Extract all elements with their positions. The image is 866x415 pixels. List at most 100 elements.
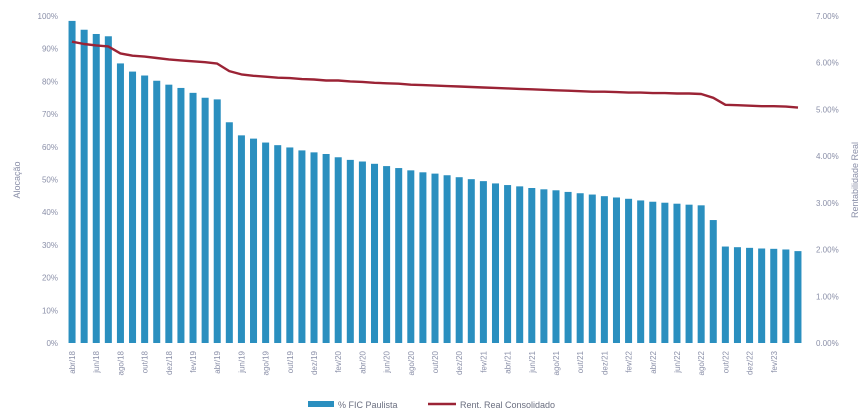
x-tick-label: fev/19 bbox=[189, 350, 198, 372]
left-tick-label: 40% bbox=[42, 208, 58, 217]
bar bbox=[625, 198, 633, 343]
bar bbox=[746, 247, 754, 343]
bar bbox=[92, 33, 100, 344]
x-tick-label: ago/19 bbox=[262, 350, 271, 375]
x-tick-label: ago/20 bbox=[407, 350, 416, 375]
x-tick-label: abr/21 bbox=[504, 350, 513, 373]
bar bbox=[479, 181, 487, 343]
bar bbox=[395, 168, 403, 343]
left-tick-label: 70% bbox=[42, 110, 58, 119]
bar bbox=[298, 150, 306, 343]
bar bbox=[709, 220, 717, 343]
x-tick-label: dez/22 bbox=[746, 350, 755, 375]
bar bbox=[116, 63, 124, 343]
bar bbox=[237, 135, 245, 343]
right-tick-label: 6.00% bbox=[816, 59, 839, 68]
bar bbox=[104, 36, 112, 344]
x-tick-label: fev/20 bbox=[334, 350, 343, 372]
bar bbox=[262, 142, 270, 343]
bar bbox=[250, 138, 258, 343]
left-tick-label: 60% bbox=[42, 143, 58, 152]
x-tick-label: fev/23 bbox=[770, 350, 779, 372]
right-tick-label: 4.00% bbox=[816, 152, 839, 161]
x-axis-ticks: abr/18 jun/18 ago/18 out/18 dez/18 fev/19 abr/… bbox=[68, 350, 779, 375]
x-tick-label: jun/18 bbox=[92, 350, 101, 373]
left-tick-label: 80% bbox=[42, 77, 58, 86]
bar bbox=[697, 205, 705, 343]
x-tick-label: ago/21 bbox=[552, 350, 561, 375]
bar bbox=[80, 29, 88, 343]
legend-swatch-bars bbox=[308, 401, 334, 407]
right-tick-label: 5.00% bbox=[816, 105, 839, 114]
line-series bbox=[71, 40, 799, 109]
x-tick-label: jun/22 bbox=[673, 350, 682, 373]
bar bbox=[153, 80, 161, 343]
bar bbox=[552, 190, 560, 343]
x-tick-label: out/21 bbox=[576, 350, 585, 373]
bar bbox=[68, 20, 76, 344]
bar bbox=[564, 191, 572, 343]
x-tick-label: out/20 bbox=[431, 350, 440, 373]
bar bbox=[504, 185, 512, 343]
x-tick-label: abr/22 bbox=[649, 350, 658, 373]
x-tick-label: dez/19 bbox=[310, 350, 319, 375]
left-tick-label: 10% bbox=[42, 306, 58, 315]
bar bbox=[274, 145, 282, 343]
bar bbox=[201, 97, 209, 343]
legend-label-line: Rent. Real Consolidado bbox=[460, 400, 555, 410]
bar bbox=[141, 75, 149, 343]
x-tick-label: jun/21 bbox=[528, 350, 537, 373]
bar bbox=[213, 99, 221, 343]
x-tick-label: abr/18 bbox=[68, 350, 77, 373]
x-tick-label: out/22 bbox=[721, 350, 730, 373]
x-tick-label: jun/19 bbox=[237, 350, 246, 373]
left-tick-label: 0% bbox=[46, 339, 58, 348]
bar bbox=[419, 172, 427, 343]
legend-label-bars: % FIC Paulista bbox=[338, 400, 398, 410]
left-axis-ticks: 0% 10% 20% 30% 40% 50% 60% 70% 80% 90% 100% bbox=[38, 12, 58, 348]
x-tick-label: ago/22 bbox=[697, 350, 706, 375]
bar bbox=[310, 152, 318, 343]
bar bbox=[685, 204, 693, 343]
bar bbox=[528, 188, 536, 343]
bar bbox=[358, 161, 366, 343]
x-tick-label: dez/20 bbox=[455, 350, 464, 375]
bar bbox=[383, 166, 391, 343]
bar bbox=[649, 201, 657, 343]
x-tick-label: abr/19 bbox=[213, 350, 222, 373]
bar bbox=[576, 193, 584, 343]
bar bbox=[733, 247, 741, 343]
bar bbox=[491, 183, 500, 343]
left-tick-label: 90% bbox=[42, 45, 58, 54]
bar-series bbox=[68, 20, 802, 344]
bar bbox=[322, 153, 330, 343]
x-tick-label: fev/22 bbox=[625, 350, 634, 372]
bar bbox=[637, 200, 645, 343]
bar bbox=[189, 92, 197, 343]
bar bbox=[612, 197, 620, 343]
series-line bbox=[71, 40, 799, 109]
bar bbox=[177, 87, 185, 343]
bar bbox=[467, 179, 475, 343]
bar bbox=[661, 202, 669, 343]
right-tick-label: 0.00% bbox=[816, 339, 839, 348]
left-tick-label: 20% bbox=[42, 274, 58, 283]
bar bbox=[346, 159, 354, 343]
right-tick-label: 2.00% bbox=[816, 246, 839, 255]
right-axis-title: Rentabilidade Real bbox=[850, 142, 860, 218]
bar bbox=[721, 246, 729, 343]
x-tick-label: jun/20 bbox=[383, 350, 392, 373]
x-tick-label: abr/20 bbox=[358, 350, 367, 373]
left-axis-title: Alocação bbox=[12, 161, 22, 198]
x-tick-label: out/18 bbox=[141, 350, 150, 373]
bar bbox=[794, 251, 802, 343]
bar bbox=[770, 248, 778, 343]
bar bbox=[286, 147, 294, 343]
bar bbox=[370, 163, 379, 343]
bar bbox=[758, 248, 766, 343]
bar bbox=[129, 71, 137, 343]
legend: % FIC Paulista Rent. Real Consolidado bbox=[308, 400, 555, 410]
bar bbox=[443, 175, 451, 343]
right-tick-label: 1.00% bbox=[816, 292, 839, 301]
